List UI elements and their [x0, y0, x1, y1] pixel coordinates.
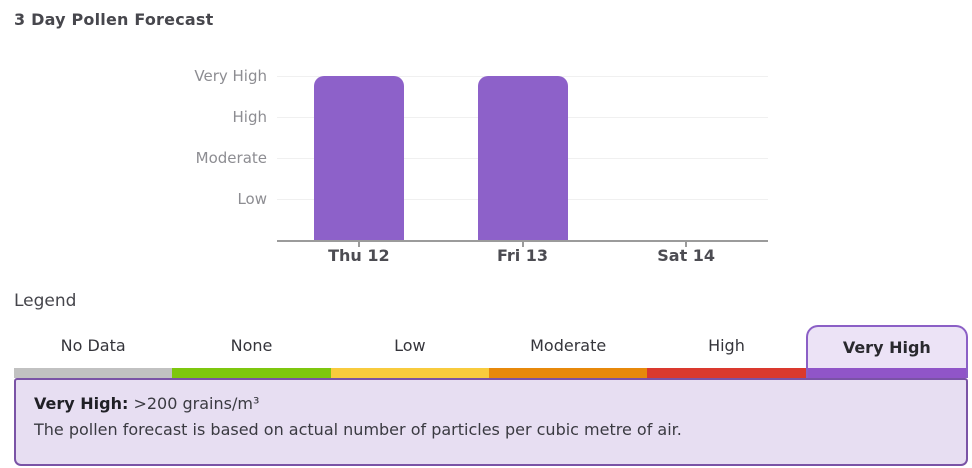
legend-color-swatch — [14, 368, 173, 378]
x-axis-tick — [357, 242, 360, 247]
y-axis-label-very-high: Very High — [194, 67, 267, 85]
x-axis-tick — [521, 242, 524, 247]
legend-item-high[interactable]: High — [647, 325, 806, 378]
y-axis-label-low: Low — [237, 190, 267, 208]
legend-color-swatch — [807, 368, 966, 378]
pollen-bar-chart: Thu 12 Fri 13 Sat 14 Very High High Moderate… — [194, 67, 768, 265]
bar-thu-12[interactable] — [313, 76, 404, 240]
x-axis-label-fri-13: Fri 13 — [496, 246, 549, 265]
plot-area: Thu 12 Fri 13 Sat 14 — [277, 76, 768, 265]
detail-threshold: Very High: >200 grains/m³ — [34, 394, 948, 413]
page-title: 3 Day Pollen Forecast — [14, 10, 214, 29]
legend-item-moderate[interactable]: Moderate — [488, 325, 648, 378]
legend-item-very-high[interactable]: Very High — [805, 325, 968, 378]
legend-heading: Legend — [14, 291, 77, 311]
legend-color-swatch — [647, 368, 806, 378]
x-axis-line — [277, 240, 768, 242]
legend-bar: No Data None Low Moderate High Very High — [14, 325, 968, 378]
legend-item-label: High — [708, 336, 745, 355]
legend-item-low[interactable]: Low — [330, 325, 489, 378]
detail-value: >200 grains/m³ — [133, 394, 260, 413]
legend-color-swatch — [330, 368, 489, 378]
bar-fri-13[interactable] — [477, 76, 568, 240]
legend-item-label: None — [230, 336, 273, 355]
x-axis-label-sat-14: Sat 14 — [657, 246, 716, 265]
legend-item-none[interactable]: None — [172, 325, 331, 378]
legend-detail-box: Very High: >200 grains/m³ The pollen for… — [14, 378, 968, 466]
x-axis-label-thu-12: Thu 12 — [328, 246, 390, 265]
legend-item-label: Low — [394, 336, 426, 355]
legend-item-label: Moderate — [530, 336, 607, 355]
y-axis-label-high: High — [232, 108, 267, 126]
legend-item-label: Very High — [842, 338, 931, 357]
x-axis-tick — [685, 242, 688, 247]
legend-color-swatch — [172, 368, 331, 378]
legend-item-no-data[interactable]: No Data — [14, 325, 173, 378]
detail-label: Very High: — [34, 394, 129, 413]
y-axis-label-moderate: Moderate — [195, 149, 267, 167]
legend-item-label: No Data — [60, 336, 126, 355]
detail-description: The pollen forecast is based on actual n… — [34, 420, 682, 439]
legend-color-swatch — [488, 368, 648, 378]
